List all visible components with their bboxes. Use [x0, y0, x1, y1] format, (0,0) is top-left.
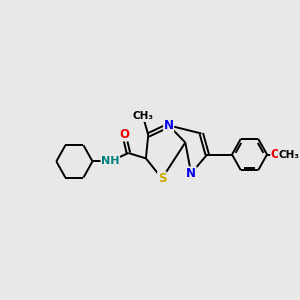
Text: N: N: [164, 119, 174, 132]
Text: O: O: [119, 128, 129, 141]
Text: CH₃: CH₃: [278, 149, 299, 160]
Text: NH: NH: [101, 156, 120, 167]
Text: N: N: [186, 167, 196, 180]
Text: CH₃: CH₃: [133, 111, 154, 122]
Text: S: S: [158, 172, 166, 185]
Text: O: O: [271, 148, 281, 161]
